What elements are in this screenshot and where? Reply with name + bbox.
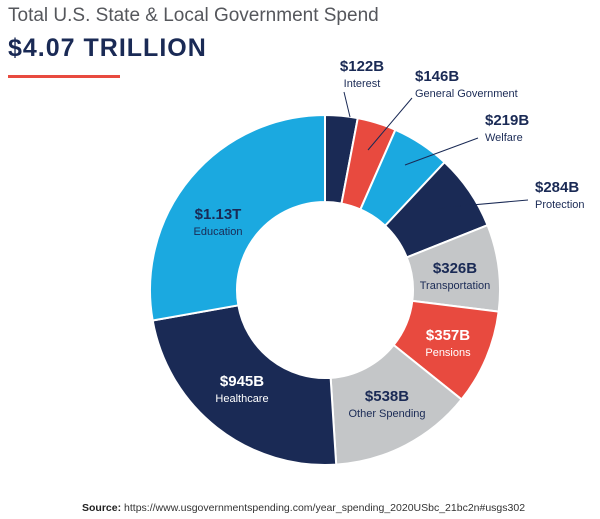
- slice-labels: $122B Interest $146B General Government $219…: [194, 58, 585, 420]
- total-spend-value: $4.07 TRILLION: [8, 34, 207, 62]
- callout-leaders: [343, 91, 529, 209]
- slice-value-education: $1.13T: [195, 206, 242, 223]
- source-note: Source: https://www.usgovernmentspending…: [82, 502, 525, 514]
- slice-label-transportation: Transportation: [420, 280, 491, 292]
- slice-label-protection: Protection: [535, 199, 585, 211]
- slice-label-healthcare: Healthcare: [215, 393, 268, 405]
- leader-line-interest: [343, 91, 351, 118]
- donut-slices: [149, 113, 501, 466]
- slice-label-pensions: Pensions: [425, 347, 471, 359]
- slice-healthcare: [151, 304, 338, 466]
- slice-value-pensions: $357B: [426, 327, 470, 344]
- slice-label-other-spending: Other Spending: [348, 408, 425, 420]
- slice-label-education: Education: [194, 226, 243, 238]
- slice-label-welfare: Welfare: [485, 132, 523, 144]
- leader-line-protection: [437, 199, 529, 209]
- title-accent-rule: [8, 75, 120, 78]
- slice-value-healthcare: $945B: [220, 373, 264, 390]
- chart-title: Total U.S. State & Local Government Spen…: [8, 5, 379, 26]
- slice-value-general-government: $146B: [415, 68, 459, 85]
- slice-value-interest: $122B: [340, 58, 384, 75]
- slice-value-transportation: $326B: [433, 260, 477, 277]
- slice-value-protection: $284B: [535, 179, 579, 196]
- slice-value-welfare: $219B: [485, 112, 529, 129]
- slice-label-interest: Interest: [344, 78, 381, 90]
- leader-line-general-government: [367, 97, 413, 151]
- leader-line-welfare: [404, 137, 479, 166]
- slice-education: [149, 113, 326, 322]
- source-url: https://www.usgovernmentspending.com/yea…: [124, 502, 526, 514]
- slice-label-general-government: General Government: [415, 88, 518, 100]
- slice-value-other-spending: $538B: [365, 388, 409, 405]
- source-label: Source:: [82, 502, 122, 514]
